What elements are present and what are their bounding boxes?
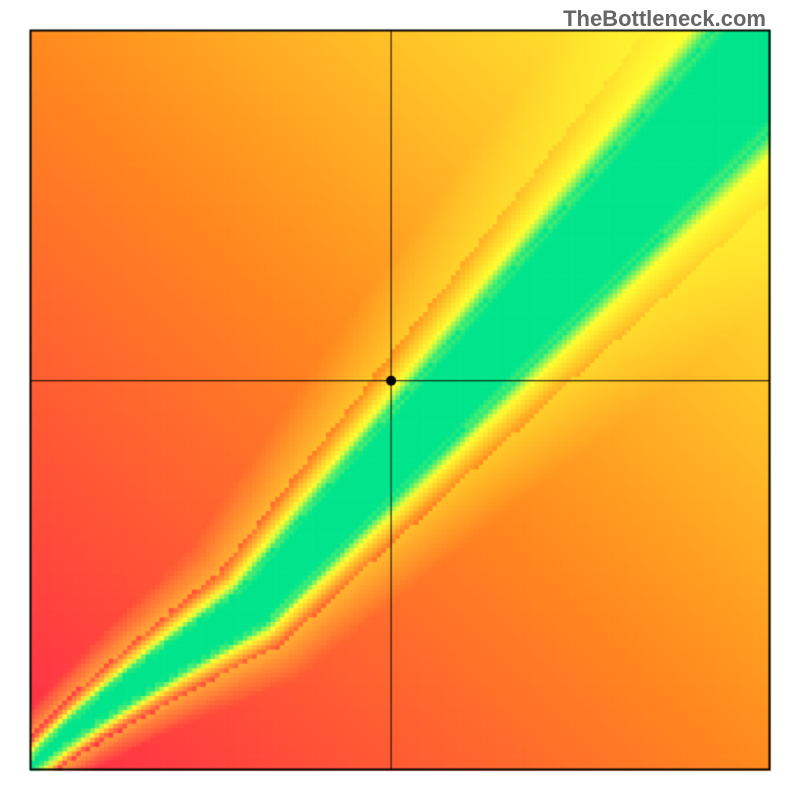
watermark-text: TheBottleneck.com [563, 6, 766, 32]
bottleneck-heatmap [0, 0, 800, 800]
chart-container: { "watermark": { "text": "TheBottleneck.… [0, 0, 800, 800]
